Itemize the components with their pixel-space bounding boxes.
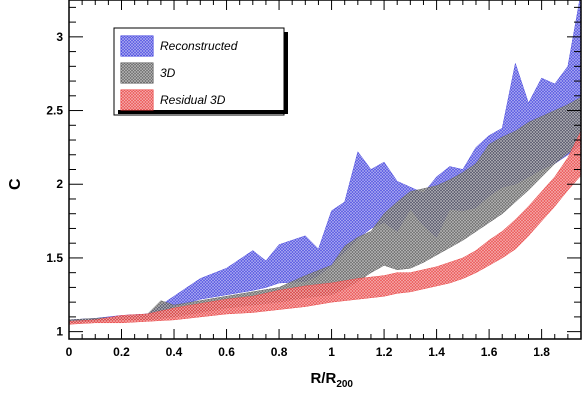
y-tick-label: 1 (56, 325, 63, 339)
x-axis-label-subscript: 200 (336, 379, 353, 390)
legend-item-reconstructed: Reconstructed (120, 35, 238, 57)
y-tick-label: 2.5 (46, 104, 63, 118)
x-tick-label: 1 (328, 345, 335, 359)
legend-label: Reconstructed (160, 39, 238, 53)
legend-swatch-hatch (121, 90, 153, 110)
x-axis-label: R/R200 (310, 370, 353, 390)
x-axis: 0 0.2 0.4 0.6 0.8 1 1.2 1.4 1.6 1.8 (66, 0, 569, 359)
legend-label: 3D (160, 66, 176, 80)
legend-swatch-hatch (121, 63, 153, 83)
y-axis: 1 1.5 2 2.5 3 (46, 6, 581, 339)
legend-swatch-hatch (121, 36, 153, 56)
x-tick-label: 1.4 (428, 345, 445, 359)
x-tick-label: 0.6 (218, 345, 235, 359)
y-tick-label: 1.5 (46, 251, 63, 265)
band-residual-3d (69, 131, 581, 325)
x-tick-label: 1.6 (481, 345, 498, 359)
x-tick-label: 0 (66, 345, 73, 359)
x-tick-label: 0.4 (166, 345, 183, 359)
y-tick-label: 3 (56, 30, 63, 44)
legend-item-3d: 3D (120, 62, 176, 84)
series-bands (69, 0, 581, 325)
legend-item-residual-3d: Residual 3D (120, 89, 226, 111)
x-tick-label: 1.8 (533, 345, 550, 359)
y-axis-label: C (7, 178, 24, 190)
legend-label: Residual 3D (160, 93, 226, 107)
y-tick-label: 2 (56, 177, 63, 191)
x-axis-label-main: R/R (310, 370, 336, 387)
band-residual-3d-hatch (69, 131, 581, 325)
x-tick-label: 0.2 (113, 345, 130, 359)
x-tick-label: 1.2 (376, 345, 393, 359)
band-3d-hatch (69, 97, 581, 323)
x-tick-label: 0.8 (271, 345, 288, 359)
legend: Reconstructed 3D Residual 3D (113, 27, 288, 116)
